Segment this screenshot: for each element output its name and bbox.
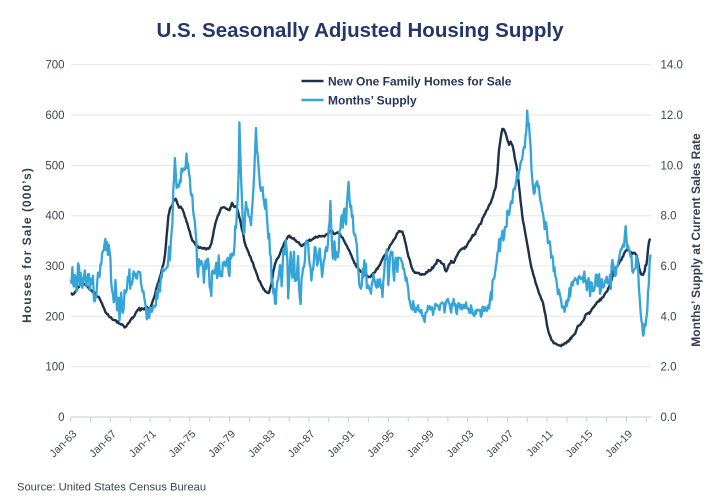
svg-text:500: 500 <box>45 160 64 172</box>
svg-text:600: 600 <box>45 110 64 122</box>
svg-text:300: 300 <box>45 261 64 273</box>
svg-text:0.0: 0.0 <box>661 412 677 424</box>
svg-text:2.0: 2.0 <box>661 362 677 374</box>
svg-text:0: 0 <box>58 412 64 424</box>
svg-text:Source: United States Census B: Source: United States Census Bureau <box>17 482 206 494</box>
svg-text:10.0: 10.0 <box>661 160 683 172</box>
svg-text:New One Family Homes for Sale: New One Family Homes for Sale <box>328 75 512 89</box>
svg-text:4.0: 4.0 <box>661 311 677 323</box>
svg-text:U.S. Seasonally Adjusted Housi: U.S. Seasonally Adjusted Housing Supply <box>156 19 564 42</box>
svg-text:14.0: 14.0 <box>661 60 683 72</box>
svg-text:Months’ Supply: Months’ Supply <box>328 94 417 108</box>
svg-text:6.0: 6.0 <box>661 261 677 273</box>
svg-text:400: 400 <box>45 211 64 223</box>
svg-text:700: 700 <box>45 60 64 72</box>
svg-text:Houses for Sale (000’s): Houses for Sale (000’s) <box>20 167 34 323</box>
svg-text:100: 100 <box>45 362 64 374</box>
svg-text:12.0: 12.0 <box>661 110 683 122</box>
svg-text:Months’ Supply at Current Sale: Months’ Supply at Current Sales Rate <box>689 133 703 347</box>
svg-text:200: 200 <box>45 311 64 323</box>
svg-text:8.0: 8.0 <box>661 211 677 223</box>
